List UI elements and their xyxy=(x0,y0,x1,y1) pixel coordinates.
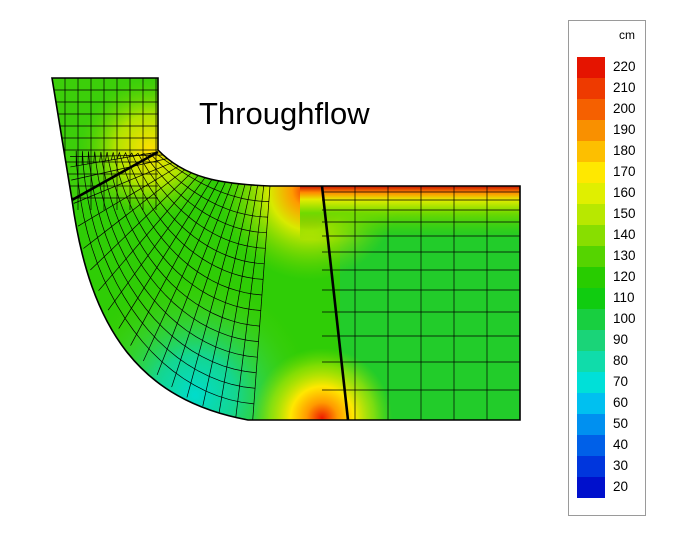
plot-title: Throughflow xyxy=(199,96,370,131)
mesh-line xyxy=(156,181,233,376)
legend-label-170: 170 xyxy=(613,164,636,179)
legend-swatch-140 xyxy=(577,225,605,246)
mesh-streamline xyxy=(152,152,269,202)
mesh-streamline xyxy=(87,151,257,374)
mesh-line xyxy=(143,179,227,362)
legend-label-200: 200 xyxy=(613,101,636,116)
legend-swatch-110 xyxy=(577,288,605,309)
legend-swatch-40 xyxy=(577,435,605,456)
legend-swatch-170 xyxy=(577,162,605,183)
legend-label-110: 110 xyxy=(613,290,635,305)
legend-swatch-160 xyxy=(577,183,605,204)
mesh-line xyxy=(77,163,184,227)
legend-swatch-20 xyxy=(577,477,605,498)
legend-swatch-80 xyxy=(577,351,605,372)
legend-label-180: 180 xyxy=(613,143,636,158)
mesh-line xyxy=(118,175,215,329)
legend-swatch-100 xyxy=(577,309,605,330)
legend-swatch-200 xyxy=(577,99,605,120)
legend-label-70: 70 xyxy=(613,374,629,389)
mesh-line xyxy=(107,173,209,311)
mesh-line xyxy=(73,160,177,204)
mesh-line xyxy=(70,151,159,168)
legend-label-140: 140 xyxy=(613,227,636,242)
mesh-streamline xyxy=(146,153,268,218)
legend-swatch-210 xyxy=(577,78,605,99)
mesh-line xyxy=(70,154,165,157)
legend-label-130: 130 xyxy=(613,248,636,263)
legend-label-220: 220 xyxy=(613,59,636,74)
mesh-line xyxy=(130,177,221,346)
mesh-line xyxy=(90,168,196,271)
mesh-streamline xyxy=(122,151,264,280)
mesh-line xyxy=(71,157,171,181)
legend-swatch-150 xyxy=(577,204,605,225)
legend-swatch-120 xyxy=(577,267,605,288)
legend-label-190: 190 xyxy=(613,122,636,137)
mesh-streamline xyxy=(116,151,263,296)
legend-swatch-70 xyxy=(577,372,605,393)
mesh-line xyxy=(218,185,258,413)
legend-swatch-90 xyxy=(577,330,605,351)
legend-swatch-190 xyxy=(577,120,605,141)
mesh-line xyxy=(235,185,265,418)
inlet-interface-line xyxy=(71,150,159,202)
mesh-line xyxy=(202,184,252,406)
color-legend: cm 220 210 200 190 180 170 160 150 140 130 120 110 1… xyxy=(568,20,646,516)
legend-swatch-50 xyxy=(577,414,605,435)
outlet-interface-line xyxy=(320,185,350,421)
legend-label-60: 60 xyxy=(613,395,629,410)
mesh-line xyxy=(252,185,271,420)
domain-boundary xyxy=(51,77,521,421)
legend-swatch-220 xyxy=(577,57,605,78)
legend-swatch-130 xyxy=(577,246,605,267)
mesh-streamline xyxy=(81,151,256,389)
legend-label-100: 100 xyxy=(613,311,636,326)
legend-label-150: 150 xyxy=(613,206,636,221)
legend-label-90: 90 xyxy=(613,332,629,347)
legend-unit: cm xyxy=(619,28,635,42)
legend-swatch-180 xyxy=(577,141,605,162)
legend-label-20: 20 xyxy=(613,479,629,494)
legend-label-30: 30 xyxy=(613,458,629,473)
mesh-line xyxy=(83,166,190,249)
mesh-line xyxy=(186,183,246,398)
legend-label-50: 50 xyxy=(613,416,629,431)
mesh-streamline xyxy=(93,151,258,358)
legend-label-210: 210 xyxy=(613,80,636,95)
mesh-streamline xyxy=(99,151,259,342)
mesh-streamline xyxy=(110,152,261,311)
legend-label-80: 80 xyxy=(613,353,629,368)
mesh-streamline xyxy=(128,152,265,265)
legend-label-160: 160 xyxy=(613,185,636,200)
mesh-streamline xyxy=(105,152,260,327)
mesh-streamline xyxy=(75,150,254,405)
mesh-streamline xyxy=(140,153,267,234)
mesh-streamline xyxy=(134,152,266,249)
mesh-line xyxy=(171,182,240,388)
legend-label-120: 120 xyxy=(613,269,636,284)
legend-swatch-60 xyxy=(577,393,605,414)
legend-swatch-30 xyxy=(577,456,605,477)
legend-label-40: 40 xyxy=(613,437,629,452)
mesh-line xyxy=(98,171,202,291)
